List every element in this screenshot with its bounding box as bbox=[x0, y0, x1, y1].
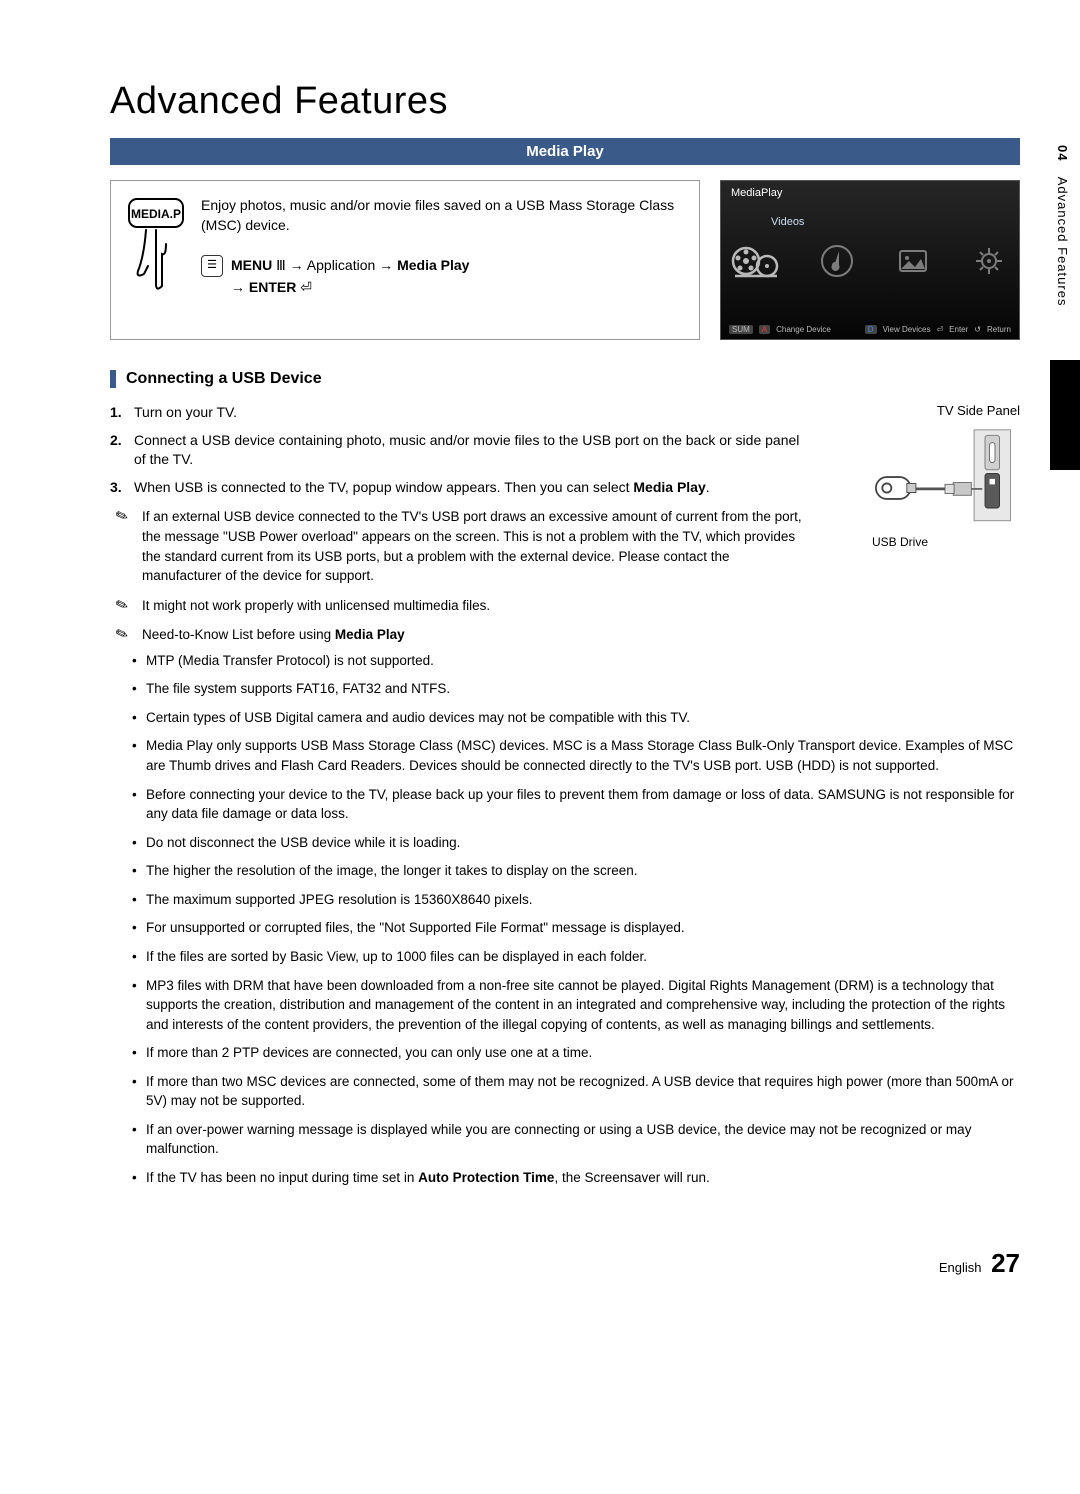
return-label: Return bbox=[987, 325, 1011, 334]
intro-text: Enjoy photos, music and/or movie files s… bbox=[201, 196, 684, 235]
view-devices-label: View Devices bbox=[883, 325, 931, 334]
list-item: The higher the resolution of the image, … bbox=[132, 861, 1020, 881]
list-item: If more than two MSC devices are connect… bbox=[132, 1072, 1020, 1111]
remote-label: MEDIA.P bbox=[131, 207, 181, 221]
section-heading-usb: Connecting a USB Device bbox=[110, 370, 1020, 388]
list-item: If the TV has been no input during time … bbox=[132, 1168, 1020, 1188]
d-key: D bbox=[865, 325, 877, 334]
side-tab-num: 04 bbox=[1055, 145, 1070, 161]
list-item: Certain types of USB Digital camera and … bbox=[132, 708, 1020, 728]
list-item: Do not disconnect the USB device while i… bbox=[132, 833, 1020, 853]
mp-title: MediaPlay bbox=[731, 187, 782, 199]
footer-page-num: 27 bbox=[991, 1248, 1020, 1278]
side-panel-caption: TV Side Panel bbox=[840, 403, 1020, 418]
photo-icon bbox=[882, 236, 943, 286]
list-item: Before connecting your device to the TV,… bbox=[132, 785, 1020, 824]
list-item: The maximum supported JPEG resolution is… bbox=[132, 890, 1020, 910]
steps-list: Turn on your TV. Connect a USB device co… bbox=[110, 403, 810, 497]
intro-box: MEDIA.P Enjoy photos, music and/or movie… bbox=[110, 180, 700, 340]
return-icon: ↺ bbox=[974, 325, 981, 334]
sum-badge: SUM bbox=[729, 325, 753, 334]
list-item: MP3 files with DRM that have been downlo… bbox=[132, 976, 1020, 1035]
note: It might not work properly with unlicens… bbox=[110, 596, 1020, 616]
change-device-label: Change Device bbox=[776, 325, 831, 334]
list-item: The file system supports FAT16, FAT32 an… bbox=[132, 679, 1020, 699]
footer-lang: English bbox=[939, 1260, 982, 1275]
usb-drive-label: USB Drive bbox=[840, 535, 960, 549]
list-item: If more than 2 PTP devices are connected… bbox=[132, 1043, 1020, 1063]
menu-path: MENU Ⅲ → Application → Media Play→ ENTER… bbox=[231, 255, 469, 298]
step-item: Connect a USB device containing photo, m… bbox=[110, 431, 810, 470]
list-item: If the files are sorted by Basic View, u… bbox=[132, 947, 1020, 967]
side-tab-label: Advanced Features bbox=[1055, 177, 1070, 307]
note: If an external USB device connected to t… bbox=[110, 507, 810, 585]
page-footer: English 27 bbox=[110, 1248, 1020, 1279]
remote-button-icon: MEDIA.P bbox=[126, 196, 186, 296]
enter-label: Enter bbox=[949, 325, 968, 334]
know-list: MTP (Media Transfer Protocol) is not sup… bbox=[132, 651, 1020, 1188]
settings-gear-icon bbox=[958, 236, 1019, 286]
menu-button-icon: ☰ bbox=[201, 255, 223, 277]
media-play-screenshot: MediaPlay Videos SUM A bbox=[720, 180, 1020, 340]
list-item: Media Play only supports USB Mass Storag… bbox=[132, 736, 1020, 775]
usb-connection-diagram bbox=[850, 428, 1020, 528]
enter-icon: ⏎ bbox=[936, 325, 943, 334]
step-item: Turn on your TV. bbox=[110, 403, 810, 423]
side-panel-figure: TV Side Panel USB Drive bbox=[840, 403, 1020, 586]
note: Need-to-Know List before using Media Pla… bbox=[110, 625, 1020, 645]
list-item: MTP (Media Transfer Protocol) is not sup… bbox=[132, 651, 1020, 671]
a-key: A bbox=[759, 325, 770, 334]
thumb-index bbox=[1050, 360, 1080, 470]
chapter-title: Advanced Features bbox=[110, 80, 1020, 123]
music-note-icon bbox=[807, 236, 868, 286]
list-item: If an over-power warning message is disp… bbox=[132, 1120, 1020, 1159]
side-tab: 04 Advanced Features bbox=[1055, 145, 1070, 306]
step-item: When USB is connected to the TV, popup w… bbox=[110, 478, 810, 498]
list-item: For unsupported or corrupted files, the … bbox=[132, 918, 1020, 938]
section-banner: Media Play bbox=[110, 138, 1020, 165]
reel-icon bbox=[721, 236, 792, 294]
mp-category: Videos bbox=[771, 216, 804, 228]
